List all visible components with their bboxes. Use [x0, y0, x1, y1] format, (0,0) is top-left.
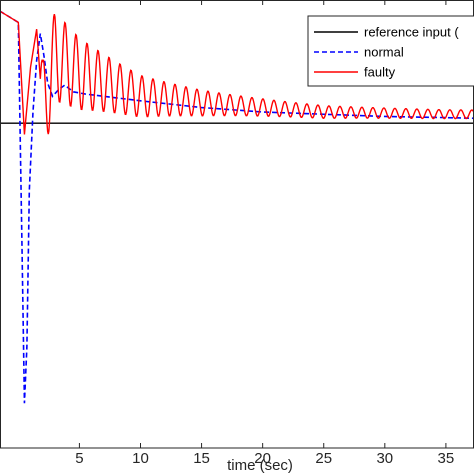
legend-label: normal [364, 45, 404, 60]
series-line-faulty [0, 10, 474, 135]
x-tick-label: 20 [254, 450, 271, 467]
legend: reference input ( normal faulty [307, 15, 474, 87]
x-tick-label: 5 [75, 450, 83, 467]
x-axis-title: time (sec) [227, 457, 293, 474]
x-tick-label: 25 [315, 450, 332, 467]
legend-box [307, 15, 474, 87]
x-tick-label: 35 [438, 450, 455, 467]
x-tick-label: 10 [132, 450, 149, 467]
x-tick-label: 30 [376, 450, 393, 467]
series-line-normal [0, 10, 474, 404]
series-layer [0, 10, 474, 404]
legend-label: reference input ( [364, 25, 459, 40]
legend-label: faulty [364, 65, 396, 80]
x-tick-label: 15 [193, 450, 210, 467]
